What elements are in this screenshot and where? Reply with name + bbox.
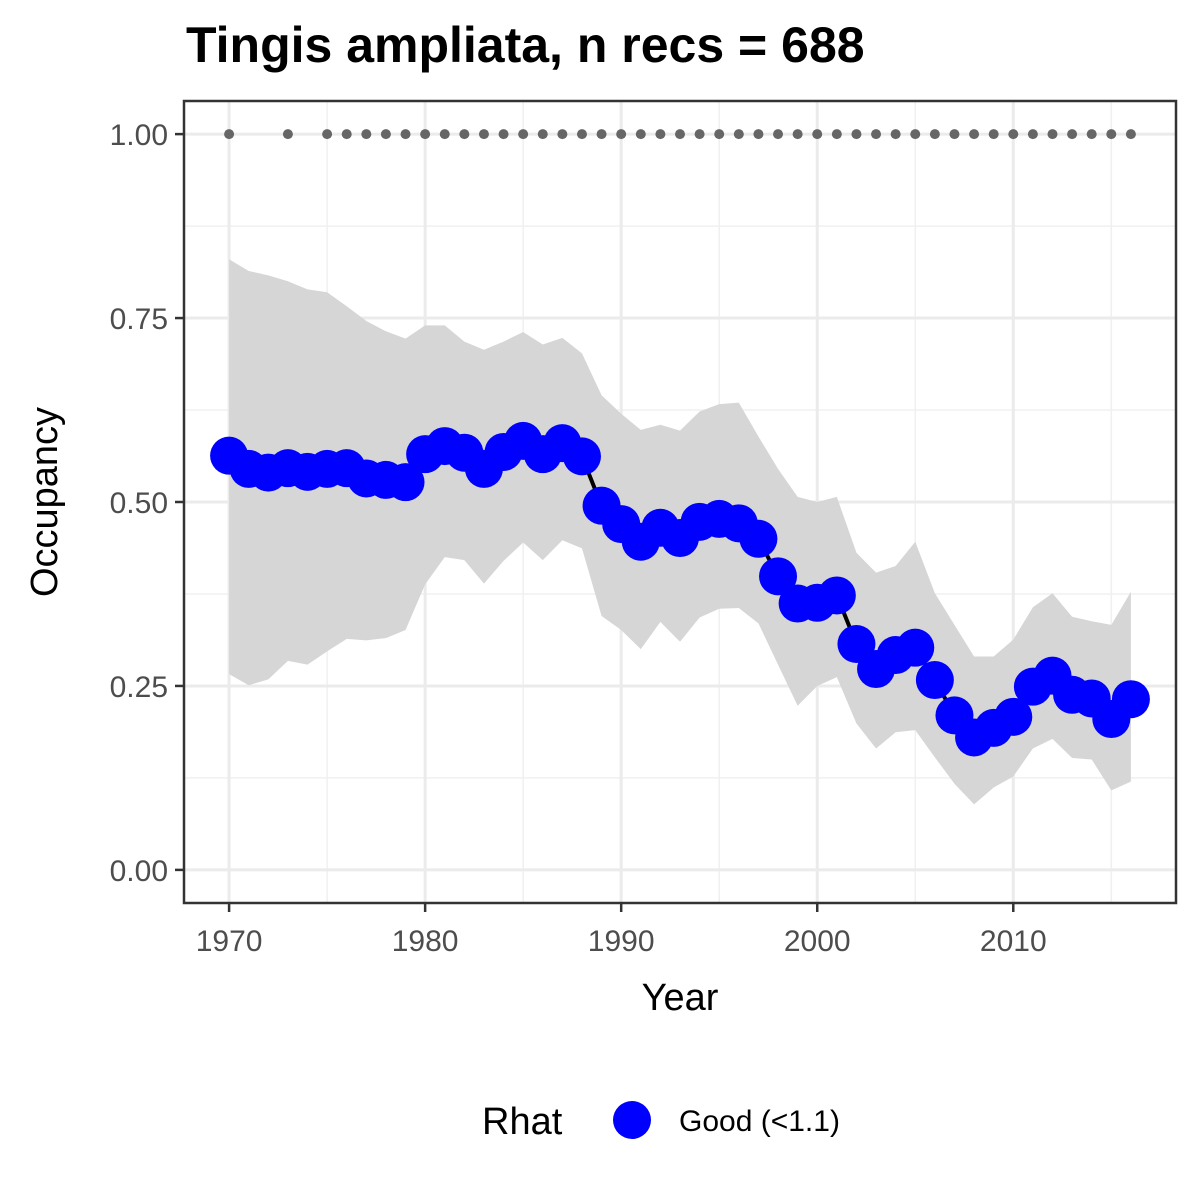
record-dot xyxy=(929,129,940,140)
record-dot xyxy=(890,129,901,140)
record-dot xyxy=(439,129,450,140)
record-dots-group xyxy=(224,129,1136,140)
record-dot xyxy=(380,129,391,140)
record-dot xyxy=(675,129,685,140)
record-dot xyxy=(537,129,548,140)
record-dot xyxy=(616,129,627,140)
x-tick-label: 2000 xyxy=(784,925,851,958)
x-axis-title: Year xyxy=(642,977,719,1019)
record-dot xyxy=(831,129,842,140)
y-tick-label: 1.00 xyxy=(110,119,168,152)
record-dot xyxy=(498,129,509,140)
y-tick-label: 0.75 xyxy=(110,303,168,336)
occupancy-point xyxy=(759,557,798,596)
record-dot xyxy=(557,129,568,140)
record-dot xyxy=(420,129,431,140)
x-tick-label: 1970 xyxy=(196,925,263,958)
record-dot xyxy=(1067,129,1078,140)
record-dot xyxy=(400,129,411,140)
y-tick-label: 0.25 xyxy=(110,671,168,704)
occupancy-point xyxy=(896,628,935,667)
record-dot xyxy=(1027,129,1038,140)
chart-title: Tingis ampliata, n recs = 688 xyxy=(186,17,865,73)
record-dot xyxy=(851,129,862,140)
x-tick-label: 1980 xyxy=(392,925,459,958)
record-dot xyxy=(518,129,529,140)
record-dot xyxy=(1106,129,1117,140)
record-dot xyxy=(1047,129,1058,140)
record-dot xyxy=(792,129,803,140)
record-dot xyxy=(753,129,764,140)
y-tick-label: 0.00 xyxy=(110,855,168,888)
occupancy-point xyxy=(562,437,601,476)
record-dot xyxy=(949,129,960,140)
record-dot xyxy=(1125,129,1136,140)
record-dot xyxy=(910,129,921,140)
record-dot xyxy=(733,129,744,140)
record-dot xyxy=(224,129,235,140)
y-tick-label: 0.50 xyxy=(110,487,168,520)
record-dot xyxy=(635,129,646,140)
y-axis-title: Occupancy xyxy=(24,407,66,597)
occupancy-point xyxy=(1111,680,1150,719)
record-dot xyxy=(1008,129,1019,140)
occupancy-point xyxy=(994,697,1033,736)
record-dot xyxy=(694,129,705,140)
record-dot xyxy=(576,129,587,140)
record-dot xyxy=(361,129,372,140)
x-tick-label: 1990 xyxy=(588,925,655,958)
occupancy-point xyxy=(817,576,856,615)
legend: Rhat Good (<1.1) xyxy=(482,1101,840,1143)
legend-title: Rhat xyxy=(482,1101,563,1143)
occupancy-point xyxy=(915,661,954,700)
axes-group: 0.00 0.25 0.50 0.75 1.00 1970 1980 1990 2000 2010 xyxy=(110,119,1047,958)
legend-key-good xyxy=(613,1101,651,1139)
occupancy-point xyxy=(386,463,425,502)
record-dot xyxy=(655,129,666,140)
record-dot xyxy=(282,129,293,140)
record-dot xyxy=(871,129,882,140)
record-dot xyxy=(812,129,823,140)
occupancy-points-group xyxy=(210,421,1150,757)
record-dot xyxy=(322,129,333,140)
legend-label-good: Good (<1.1) xyxy=(679,1105,840,1138)
record-dot xyxy=(773,129,784,140)
occupancy-point xyxy=(739,519,778,558)
x-tick-label: 2010 xyxy=(980,925,1047,958)
record-dot xyxy=(969,129,980,140)
record-dot xyxy=(478,129,489,140)
record-dot xyxy=(341,129,352,140)
record-dot xyxy=(1086,129,1097,140)
record-dot xyxy=(988,129,999,140)
record-dot xyxy=(459,129,470,140)
record-dot xyxy=(596,129,607,140)
record-dot xyxy=(714,129,725,140)
